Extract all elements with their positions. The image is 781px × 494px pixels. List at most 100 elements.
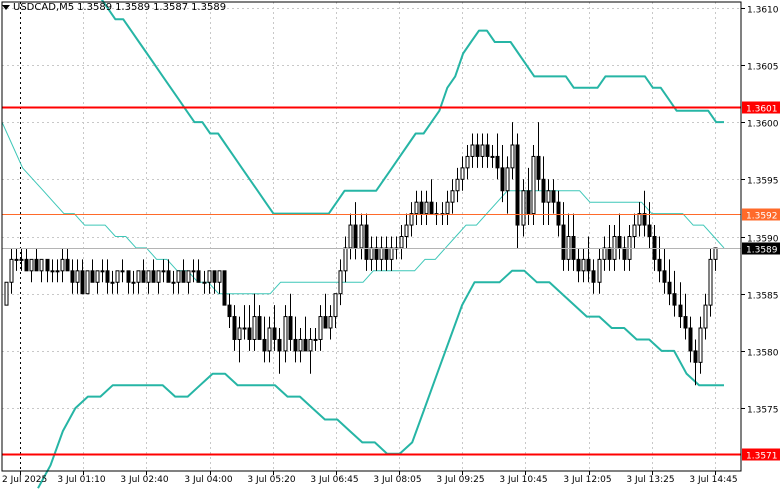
y-tick-label: 1.3590 <box>747 235 779 245</box>
candle-body <box>95 270 100 283</box>
candle-body <box>353 224 358 249</box>
candle-body <box>212 270 217 283</box>
candle-body <box>156 270 161 283</box>
x-tick-label: 2 Jul 2025 <box>2 475 47 485</box>
candle-body <box>480 144 485 157</box>
candle-body <box>586 258 591 272</box>
ohlc-low: 1.3587 <box>153 2 189 13</box>
candle-body <box>404 224 409 237</box>
candle-body <box>207 270 212 283</box>
candle-body <box>414 201 419 215</box>
candle-body <box>364 224 369 260</box>
candle-body <box>29 258 34 272</box>
candle-body <box>632 224 637 237</box>
candle-body <box>9 258 14 283</box>
candle-body <box>460 167 465 180</box>
candle-body <box>151 270 156 283</box>
candle-body <box>75 270 80 283</box>
candle-body <box>455 178 460 192</box>
x-tick-label: 3 Jul 12:05 <box>563 475 611 485</box>
candle-body <box>450 190 455 203</box>
candle-body <box>85 270 90 295</box>
candle-body <box>19 258 24 261</box>
candle-body <box>55 270 60 273</box>
candle-body <box>495 155 500 169</box>
candle-body <box>176 270 181 283</box>
candle-body <box>622 247 627 260</box>
candle-body <box>217 270 222 283</box>
y-tick-label: 1.3585 <box>747 292 779 302</box>
candle-body <box>267 327 272 352</box>
x-tick-label: 3 Jul 14:45 <box>689 475 737 485</box>
candle-body <box>328 316 333 329</box>
candle-body <box>531 155 536 215</box>
candle-body <box>34 258 39 272</box>
symbol-dropdown-icon[interactable] <box>2 5 10 10</box>
candle-body <box>343 247 348 272</box>
y-tick-label: 1.3610 <box>747 6 779 16</box>
y-tick-label: 1.3605 <box>747 63 779 73</box>
candle-body <box>546 190 551 203</box>
candle-body <box>186 270 191 283</box>
candle-body <box>617 236 622 249</box>
candle-body <box>612 236 617 260</box>
candle-body <box>65 258 70 272</box>
x-tick-label: 3 Jul 13:25 <box>626 475 674 485</box>
candle-body <box>298 338 303 352</box>
price-tag <box>742 208 780 221</box>
candle-body <box>141 270 146 283</box>
candle-body <box>576 258 581 272</box>
candle-body <box>24 258 29 272</box>
candle-body <box>698 327 703 363</box>
candle-body <box>465 155 470 169</box>
candle-body <box>566 236 571 260</box>
candle-body <box>602 247 607 260</box>
candle-body <box>348 224 353 249</box>
x-tick-label: 3 Jul 09:25 <box>436 475 484 485</box>
ohlc-open: 1.3589 <box>77 2 113 13</box>
candle-body <box>45 258 50 272</box>
candle-body <box>672 293 677 306</box>
candle-body <box>4 281 9 306</box>
y-tick-label: 1.3600 <box>747 120 779 130</box>
candle-body <box>490 155 495 158</box>
price-tag <box>742 242 780 255</box>
candle-body <box>115 270 120 283</box>
price-tag <box>742 101 780 114</box>
candle-body <box>551 190 556 203</box>
candle-body <box>642 213 647 226</box>
candle-body <box>14 258 19 261</box>
candle-body <box>515 144 520 226</box>
candle-body <box>485 144 490 157</box>
candle-body <box>232 316 237 340</box>
x-tick-label: 3 Jul 01:10 <box>57 475 106 485</box>
candle-body <box>571 236 576 260</box>
candle-body <box>561 224 566 260</box>
candle-body <box>288 316 293 340</box>
candle-body <box>323 316 328 329</box>
candle-body <box>424 201 429 215</box>
candle-body <box>445 201 450 215</box>
candle-body <box>131 281 136 284</box>
candle-body <box>470 144 475 157</box>
candle-body <box>607 247 612 260</box>
candle-body <box>713 247 718 260</box>
candle-body <box>703 304 708 329</box>
candle-body <box>277 338 282 352</box>
price-tag-label: 1.3571 <box>746 452 778 462</box>
candle-body <box>171 281 176 284</box>
price-tag-label: 1.3601 <box>746 105 778 115</box>
candle-body <box>359 224 364 249</box>
candle-body <box>379 247 384 260</box>
candle-body <box>90 270 95 283</box>
x-tick-label: 3 Jul 10:45 <box>499 475 547 485</box>
candle-body <box>191 270 196 273</box>
x-tick-label: 3 Jul 06:45 <box>310 475 358 485</box>
y-tick-label: 1.3580 <box>747 349 779 359</box>
candle-body <box>536 155 541 180</box>
candle-body <box>252 316 257 340</box>
candle-body <box>146 270 151 283</box>
candle-body <box>581 258 586 272</box>
symbol-label[interactable]: USDCAD,M5 <box>13 2 75 13</box>
